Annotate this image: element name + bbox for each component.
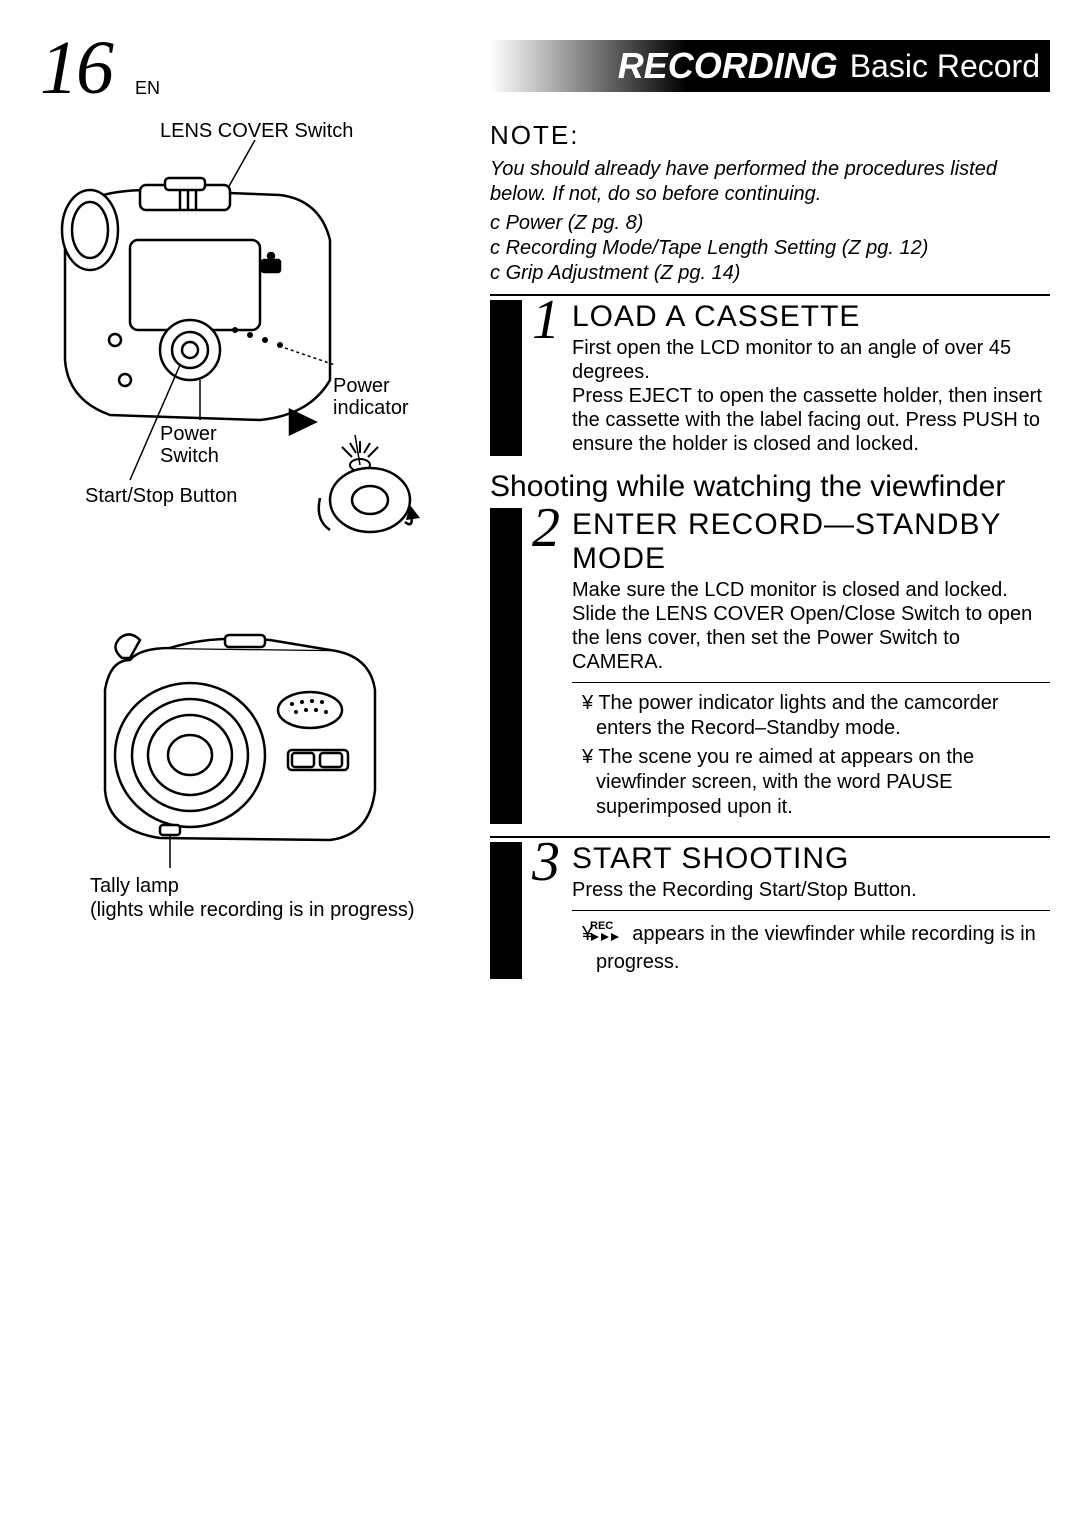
tally-lamp-l1: Tally lamp (90, 875, 179, 897)
step-2-results: ¥ The power indicator lights and the cam… (572, 691, 1050, 820)
note-body: You should already have performed the pr… (490, 157, 1050, 207)
note-bullet-2: c Recording Mode/Tape Length Setting (Z … (490, 236, 1050, 261)
power-indicator-label: Power indicator (333, 375, 409, 419)
tally-lamp-caption: Tally lamp (lights while recording is in… (90, 874, 415, 922)
step-2-num: 2 (532, 500, 562, 824)
note-title: NOTE: (490, 120, 1050, 151)
page-number-lang: EN (135, 78, 160, 99)
note-bullet-2-text: Recording Mode/Tape Length Setting (Z pg… (506, 237, 929, 259)
power-switch-l1: Power (160, 423, 217, 445)
note-bullet-3: c Grip Adjustment (Z pg. 14) (490, 261, 1050, 286)
note-bullet-3-text: Grip Adjustment (Z pg. 14) (506, 262, 741, 284)
step-2-title: ENTER RECORD—STANDBY MODE (572, 508, 1050, 576)
step-3-body: START SHOOTING Press the Recording Start… (572, 842, 1050, 979)
power-switch-l2: Switch (160, 445, 219, 467)
note-bullet-1-text: Power (Z pg. 8) (506, 212, 644, 234)
step-1-title: LOAD A CASSETTE (572, 300, 1050, 334)
note-bullet-1: c Power (Z pg. 8) (490, 211, 1050, 236)
step-3-results: ¥ REC appears in the viewfinder while re… (572, 919, 1050, 975)
step-2-text: Make sure the LCD monitor is closed and … (572, 578, 1050, 674)
start-stop-label: Start/Stop Button (85, 485, 237, 508)
step-2-result-1-text: The power indicator lights and the camco… (596, 692, 999, 739)
divider-2 (490, 836, 1050, 838)
step-3-text: Press the Recording Start/Stop Button. (572, 878, 1050, 902)
step-1-num: 1 (532, 292, 562, 456)
step-2-result-2-text: The scene you re aimed at appears on the… (596, 746, 974, 818)
right-column: NOTE: You should already have performed … (490, 120, 1050, 979)
power-indicator-l2: indicator (333, 397, 409, 419)
page-header: 16 EN RECORDING Basic Record (30, 40, 1050, 100)
power-switch-label: Power Switch (160, 423, 219, 467)
step-2-result-2: ¥ The scene you re aimed at appears on t… (582, 745, 1050, 820)
step-1-body: LOAD A CASSETTE First open the LCD monit… (572, 300, 1050, 456)
step-2: 2 ENTER RECORD—STANDBY MODE Make sure th… (490, 508, 1050, 824)
header-bar-title: RECORDING (618, 45, 838, 87)
camera-front-svg (30, 600, 460, 880)
power-indicator-l1: Power (333, 375, 390, 397)
step-2-divider (572, 682, 1050, 683)
camera-front-diagram: Tally lamp (lights while recording is in… (30, 600, 460, 920)
camera-back-diagram: LENS COVER Switch (30, 120, 460, 560)
divider-1 (490, 294, 1050, 296)
step-3-num: 3 (532, 834, 562, 979)
step-3: 3 START SHOOTING Press the Recording Sta… (490, 842, 1050, 979)
rec-icon-text: REC (590, 920, 613, 932)
step-3-bar (490, 842, 522, 979)
content-columns: LENS COVER Switch (30, 120, 1050, 979)
left-column: LENS COVER Switch (30, 120, 460, 979)
tally-lamp-l2: (lights while recording is in progress) (90, 899, 415, 921)
subheading: Shooting while watching the viewfinder (490, 470, 1050, 504)
step-2-bar (490, 508, 522, 824)
header-bar: RECORDING Basic Record (490, 40, 1050, 92)
step-1-text: First open the LCD monitor to an angle o… (572, 336, 1050, 456)
step-3-result-text: appears in the viewfinder while recordin… (596, 923, 1036, 973)
step-1-bar (490, 300, 522, 456)
step-1: 1 LOAD A CASSETTE First open the LCD mon… (490, 300, 1050, 456)
step-3-divider (572, 910, 1050, 911)
step-3-title: START SHOOTING (572, 842, 1050, 876)
step-2-body: ENTER RECORD—STANDBY MODE Make sure the … (572, 508, 1050, 824)
step-3-result: ¥ REC appears in the viewfinder while re… (582, 919, 1050, 975)
page: 16 EN RECORDING Basic Record LENS COVER … (0, 0, 1080, 1533)
step-2-result-1: ¥ The power indicator lights and the cam… (582, 691, 1050, 741)
page-number: 16 (40, 25, 112, 112)
header-bar-subtitle: Basic Record (850, 48, 1040, 85)
rec-icon: REC (603, 919, 623, 950)
